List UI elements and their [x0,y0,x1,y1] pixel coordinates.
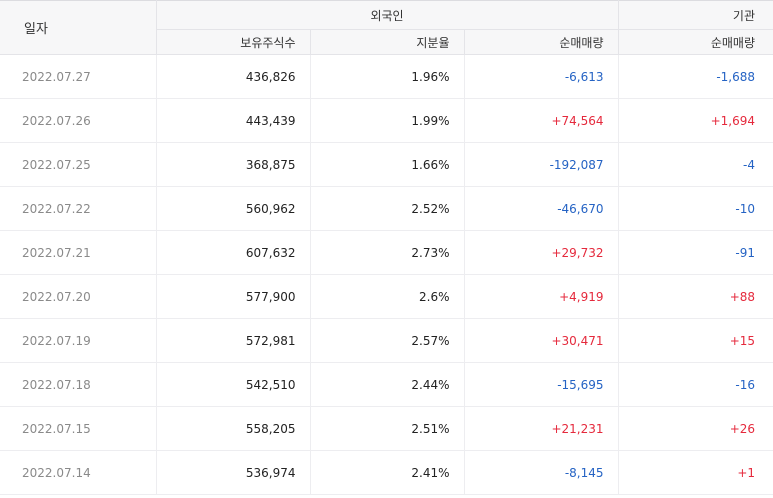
table-row: 2022.07.20 577,900 2.6% +4,919 +88 [0,274,773,319]
cell-ratio: 1.96% [310,54,465,99]
cell-date: 2022.07.22 [0,186,157,231]
table-row: 2022.07.22 560,962 2.52% -46,670 -10 [0,186,773,231]
header-date: 일자 [0,0,157,55]
cell-foreign-net: -8,145 [464,450,619,495]
cell-institution-net: -1,688 [618,54,773,99]
cell-holdings: 436,826 [156,54,311,99]
cell-foreign-net: -46,670 [464,186,619,231]
table-row: 2022.07.15 558,205 2.51% +21,231 +26 [0,406,773,451]
table-row: 2022.07.26 443,439 1.99% +74,564 +1,694 [0,98,773,143]
table-row: 2022.07.27 436,826 1.96% -6,613 -1,688 [0,54,773,99]
cell-institution-net: +26 [618,406,773,451]
cell-foreign-net: +21,231 [464,406,619,451]
cell-ratio: 1.99% [310,98,465,143]
cell-date: 2022.07.27 [0,54,157,99]
header-institution-group: 기관 [618,0,773,30]
cell-foreign-net: +74,564 [464,98,619,143]
cell-institution-net: -91 [618,230,773,275]
cell-date: 2022.07.15 [0,406,157,451]
cell-ratio: 1.66% [310,142,465,187]
cell-holdings: 572,981 [156,318,311,363]
table-row: 2022.07.19 572,981 2.57% +30,471 +15 [0,318,773,363]
table-row: 2022.07.21 607,632 2.73% +29,732 -91 [0,230,773,275]
cell-institution-net: +88 [618,274,773,319]
table-row: 2022.07.25 368,875 1.66% -192,087 -4 [0,142,773,187]
cell-holdings: 577,900 [156,274,311,319]
cell-date: 2022.07.25 [0,142,157,187]
cell-foreign-net: +30,471 [464,318,619,363]
cell-holdings: 368,875 [156,142,311,187]
cell-holdings: 558,205 [156,406,311,451]
header-ratio: 지분율 [310,29,465,55]
table-row: 2022.07.18 542,510 2.44% -15,695 -16 [0,362,773,407]
cell-date: 2022.07.18 [0,362,157,407]
cell-ratio: 2.57% [310,318,465,363]
table-row: 2022.07.14 536,974 2.41% -8,145 +1 [0,450,773,495]
cell-institution-net: +1 [618,450,773,495]
cell-holdings: 536,974 [156,450,311,495]
cell-ratio: 2.51% [310,406,465,451]
cell-institution-net: -4 [618,142,773,187]
cell-ratio: 2.41% [310,450,465,495]
cell-ratio: 2.52% [310,186,465,231]
cell-institution-net: +1,694 [618,98,773,143]
cell-date: 2022.07.20 [0,274,157,319]
cell-institution-net: -10 [618,186,773,231]
cell-ratio: 2.44% [310,362,465,407]
header-holdings: 보유주식수 [156,29,311,55]
cell-holdings: 560,962 [156,186,311,231]
cell-foreign-net: -192,087 [464,142,619,187]
cell-foreign-net: -15,695 [464,362,619,407]
header-institution-net: 순매매량 [618,29,773,55]
cell-foreign-net: +4,919 [464,274,619,319]
cell-foreign-net: +29,732 [464,230,619,275]
cell-ratio: 2.6% [310,274,465,319]
cell-institution-net: -16 [618,362,773,407]
cell-date: 2022.07.19 [0,318,157,363]
cell-holdings: 607,632 [156,230,311,275]
table-header: 일자 외국인 기관 보유주식수 지분율 순매매량 순매매량 [0,0,773,55]
cell-holdings: 443,439 [156,98,311,143]
cell-foreign-net: -6,613 [464,54,619,99]
header-foreign-net: 순매매량 [464,29,619,55]
cell-date: 2022.07.14 [0,450,157,495]
cell-date: 2022.07.26 [0,98,157,143]
cell-institution-net: +15 [618,318,773,363]
header-foreign-group: 외국인 [156,0,619,30]
cell-date: 2022.07.21 [0,230,157,275]
table-body: 2022.07.27 436,826 1.96% -6,613 -1,688 2… [0,54,773,495]
cell-ratio: 2.73% [310,230,465,275]
cell-holdings: 542,510 [156,362,311,407]
